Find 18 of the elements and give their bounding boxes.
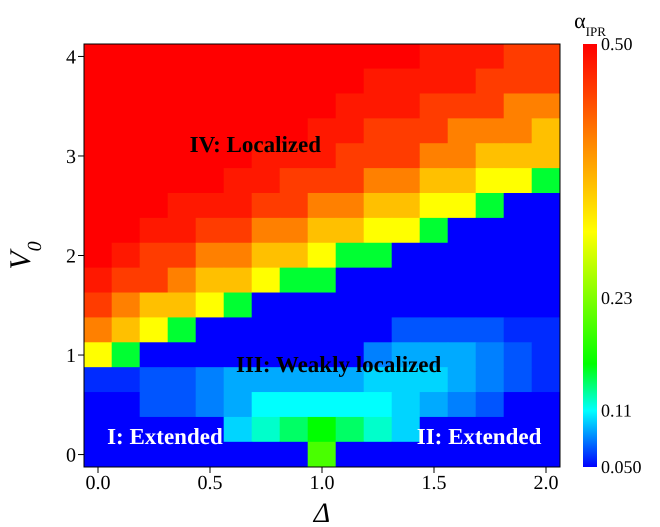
annotation: II: Extended bbox=[416, 424, 542, 450]
x-tick-label: 1.5 bbox=[422, 472, 446, 494]
x-tick-label: 0.0 bbox=[86, 472, 110, 494]
x-tick-label: 0.5 bbox=[198, 472, 222, 494]
y-tick-label: 1 bbox=[66, 345, 76, 368]
color-bar-label: 0.23 bbox=[601, 288, 632, 308]
x-tick-label: 2.0 bbox=[534, 472, 558, 494]
y-tick-label: 0 bbox=[66, 444, 76, 467]
color-bar-label: 0.050 bbox=[601, 457, 642, 477]
y-tick-label: 3 bbox=[66, 146, 76, 168]
color-bar-title: α$_{IPR}$ bbox=[574, 8, 606, 38]
x-tick-label: 1.0 bbox=[310, 472, 334, 494]
x-axis-title: Δ bbox=[312, 498, 330, 527]
y-tick-label: 2 bbox=[66, 246, 76, 268]
color-bar-label: 0.11 bbox=[601, 400, 632, 421]
annotation: IV: Localized bbox=[190, 132, 322, 158]
annotation: I: Extended bbox=[107, 424, 223, 450]
y-tick-label: 4 bbox=[66, 46, 76, 69]
